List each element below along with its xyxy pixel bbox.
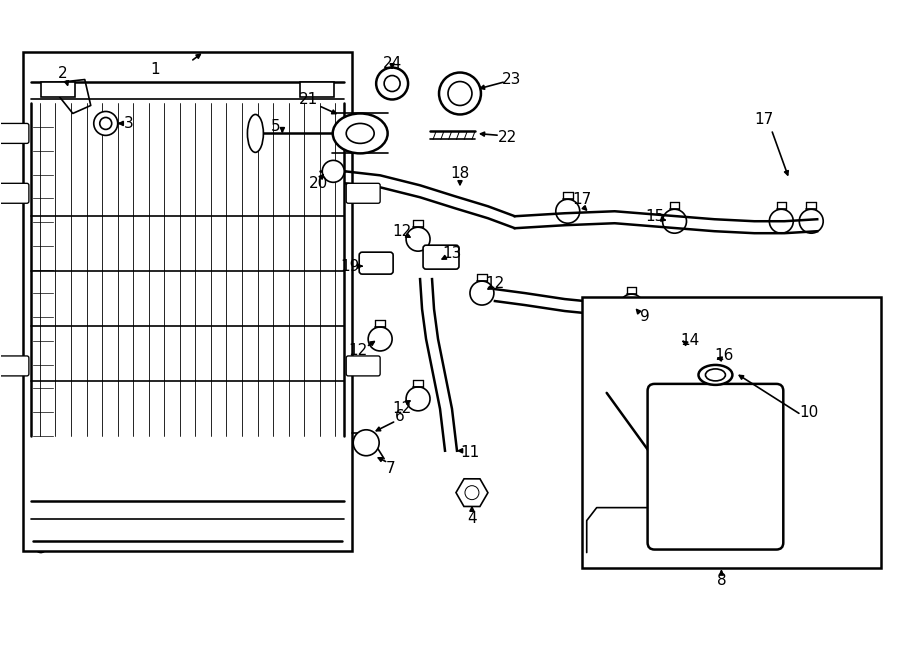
Text: 21: 21 [299, 92, 318, 107]
Text: 23: 23 [502, 72, 522, 87]
Circle shape [465, 486, 479, 500]
Circle shape [353, 430, 379, 455]
Text: 12: 12 [485, 276, 505, 291]
Text: 10: 10 [799, 405, 819, 420]
FancyBboxPatch shape [0, 183, 29, 204]
Ellipse shape [439, 73, 481, 114]
Circle shape [376, 67, 408, 100]
Ellipse shape [698, 365, 733, 385]
FancyBboxPatch shape [346, 124, 380, 143]
FancyBboxPatch shape [346, 183, 380, 204]
Text: 2: 2 [58, 66, 68, 81]
FancyBboxPatch shape [359, 252, 393, 274]
FancyBboxPatch shape [0, 356, 29, 376]
Ellipse shape [333, 114, 388, 153]
Text: 3: 3 [124, 116, 133, 131]
Text: 8: 8 [716, 573, 726, 588]
Ellipse shape [248, 114, 264, 153]
Text: 16: 16 [715, 348, 734, 364]
Text: 1: 1 [151, 62, 160, 77]
Text: 17: 17 [572, 192, 591, 207]
Text: 18: 18 [450, 166, 470, 181]
FancyBboxPatch shape [423, 245, 459, 269]
Text: 4: 4 [467, 511, 477, 526]
Text: 6: 6 [395, 409, 405, 424]
Text: 5: 5 [271, 119, 280, 134]
FancyBboxPatch shape [0, 124, 29, 143]
Text: 22: 22 [499, 130, 517, 145]
Ellipse shape [706, 369, 725, 381]
Bar [581, 297, 881, 568]
FancyBboxPatch shape [346, 356, 380, 376]
Text: 15: 15 [645, 209, 664, 223]
Text: 13: 13 [442, 246, 462, 260]
Circle shape [94, 112, 118, 136]
Text: 11: 11 [460, 446, 480, 460]
Circle shape [384, 75, 400, 91]
Ellipse shape [448, 81, 472, 106]
Text: 9: 9 [640, 309, 650, 323]
Bar [22, 52, 352, 551]
Text: 14: 14 [680, 334, 699, 348]
Text: 17: 17 [755, 112, 774, 127]
Bar [40, 81, 75, 97]
Ellipse shape [346, 124, 374, 143]
Text: 12: 12 [392, 401, 411, 416]
Circle shape [322, 161, 344, 182]
Bar [301, 81, 334, 97]
Text: 24: 24 [382, 56, 401, 71]
Text: 12: 12 [348, 344, 368, 358]
Text: 7: 7 [385, 461, 395, 476]
Text: 12: 12 [392, 223, 411, 239]
Text: 20: 20 [309, 176, 328, 191]
FancyBboxPatch shape [648, 384, 783, 549]
Text: 19: 19 [340, 258, 360, 274]
Circle shape [100, 118, 112, 130]
